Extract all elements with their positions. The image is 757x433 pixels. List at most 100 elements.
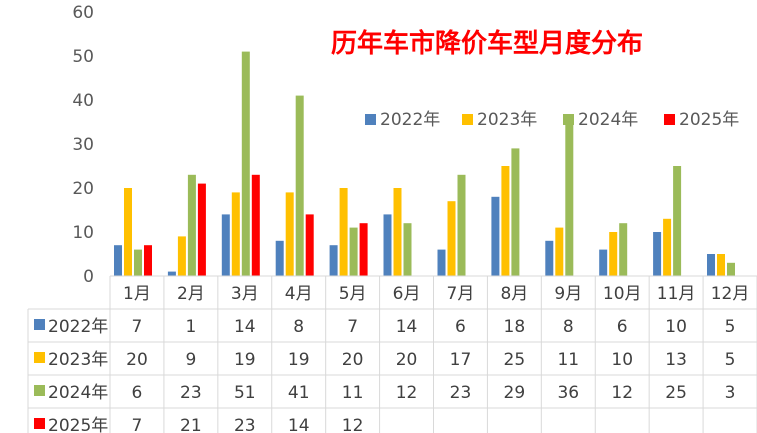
bar-2024年-8月: [511, 148, 520, 276]
table-value: 19: [288, 350, 310, 370]
bar-2024年-6月: [403, 223, 412, 276]
table-value: 1: [185, 317, 196, 337]
bar-2024年-2月: [187, 174, 196, 276]
table-value: 11: [342, 383, 364, 403]
table-value: 25: [665, 383, 687, 403]
table-value: 12: [611, 383, 633, 403]
bar-2023年-5月: [339, 188, 348, 276]
category-label: 8月: [500, 284, 528, 304]
y-tick-label: 60: [72, 3, 94, 23]
table-value: 25: [504, 350, 526, 370]
category-label: 7月: [447, 284, 475, 304]
table-value: 12: [396, 383, 418, 403]
table-value: 14: [288, 416, 310, 433]
table-value: 41: [288, 383, 310, 403]
y-tick-label: 10: [72, 223, 94, 243]
chart-title: 历年车市降价车型月度分布: [331, 28, 643, 59]
bar-2024年-10月: [619, 223, 628, 276]
category-label: 6月: [393, 284, 421, 304]
bar-2024年-9月: [565, 117, 574, 276]
table-value: 8: [293, 317, 304, 337]
bar-2024年-1月: [134, 249, 142, 276]
bar-2025年-2月: [197, 183, 206, 276]
bar-2023年-10月: [609, 232, 618, 276]
bar-2022年-4月: [275, 240, 284, 276]
bar-2024年-5月: [349, 227, 358, 276]
table-value: 6: [455, 317, 466, 337]
table-value: 23: [234, 416, 256, 433]
table-value: 6: [132, 383, 143, 403]
bar-2022年-11月: [653, 232, 662, 276]
bar-2022年-6月: [383, 214, 392, 276]
bar-2022年-5月: [329, 245, 338, 276]
y-tick-label: 30: [72, 135, 94, 155]
y-tick-label: 20: [72, 179, 94, 199]
data-table: 1月 2月 3月 4月 5月 6月 7月 8月 9月 10月 11月 12月 2022年 7 1 14 8 7 14…: [27, 275, 757, 433]
table-value: 10: [665, 317, 687, 337]
category-label: 9月: [554, 284, 582, 304]
table-value: 23: [180, 383, 202, 403]
table-value: 18: [504, 317, 526, 337]
table-value: 12: [342, 416, 364, 433]
table-value: 20: [342, 350, 364, 370]
table-value: 6: [617, 317, 628, 337]
y-tick-label: 0: [83, 267, 94, 287]
table-series-label: 2025年: [48, 416, 108, 433]
table-value: 10: [611, 350, 633, 370]
table-series-label: 2022年: [48, 317, 108, 337]
category-label: 1月: [123, 284, 151, 304]
bar-2023年-12月: [717, 254, 725, 276]
bar-2023年-8月: [501, 166, 510, 276]
table-legend-key: [34, 319, 45, 330]
table-value: 7: [132, 317, 143, 337]
legend-key: [664, 114, 675, 125]
table-series-label: 2023年: [48, 350, 108, 370]
table-value: 20: [126, 350, 148, 370]
category-label: 12月: [711, 284, 750, 304]
y-tick-label: 50: [72, 47, 94, 67]
table-value: 29: [504, 383, 526, 403]
bar-2025年-3月: [251, 174, 260, 276]
bar-2022年-9月: [545, 240, 554, 276]
category-label: 3月: [231, 284, 259, 304]
table-value: 20: [396, 350, 418, 370]
table-value: 21: [180, 416, 202, 433]
category-label: 5月: [339, 284, 367, 304]
table-legend-key: [34, 352, 45, 363]
table-value: 3: [725, 383, 736, 403]
table-value: 14: [234, 317, 256, 337]
bar-2023年-7月: [447, 201, 456, 276]
legend-label: 2025年: [679, 110, 739, 130]
table-value: 5: [725, 317, 736, 337]
table-value: 8: [563, 317, 574, 337]
category-label: 4月: [285, 284, 313, 304]
table-value: 5: [725, 350, 736, 370]
bar-2024年-4月: [295, 95, 304, 276]
legend-key: [365, 114, 376, 125]
bar-2023年-6月: [393, 188, 402, 276]
table-series-label: 2024年: [48, 383, 108, 403]
bar-2022年-7月: [437, 249, 446, 276]
bar-2022年-10月: [599, 249, 608, 276]
y-axis: 0 10 20 30 40 50 60: [72, 3, 94, 287]
table-value: 23: [450, 383, 472, 403]
bar-2024年-3月: [241, 51, 250, 276]
table-value: 14: [396, 317, 418, 337]
legend: 2022年 2023年 2024年 2025年: [365, 110, 739, 130]
table-value: 36: [557, 383, 579, 403]
legend-label: 2022年: [380, 110, 440, 130]
bar-2024年-7月: [457, 174, 466, 276]
table-value: 9: [185, 350, 196, 370]
bar-2025年-1月: [144, 245, 152, 276]
bar-2022年-12月: [707, 254, 715, 276]
table-value: 7: [132, 416, 143, 433]
bar-2024年-12月: [727, 262, 735, 276]
category-label: 2月: [177, 284, 205, 304]
bar-2023年-1月: [124, 188, 132, 276]
table-legend-key: [34, 385, 45, 396]
bars: [114, 51, 735, 276]
legend-key: [563, 114, 574, 125]
bar-2024年-11月: [673, 166, 682, 276]
